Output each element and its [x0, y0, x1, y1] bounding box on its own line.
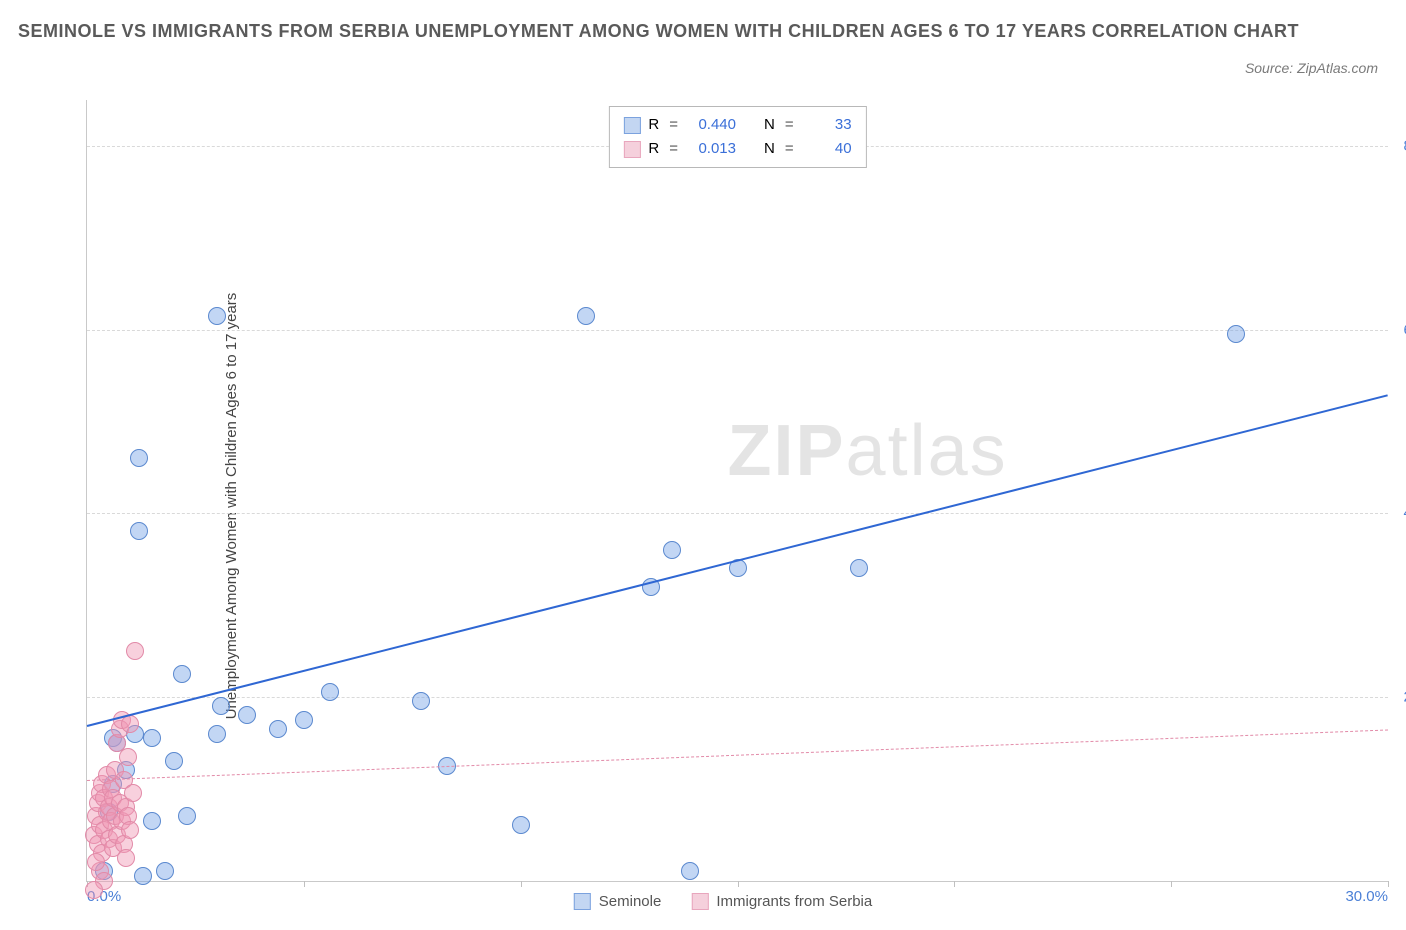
- legend-n-label: N: [764, 113, 775, 137]
- scatter-point: [212, 697, 230, 715]
- scatter-point: [238, 706, 256, 724]
- scatter-point: [1227, 325, 1245, 343]
- swatch-seminole: [623, 117, 640, 134]
- gridline-horizontal: [87, 330, 1388, 331]
- watermark-light: atlas: [846, 411, 1008, 491]
- scatter-point: [156, 862, 174, 880]
- scatter-point: [850, 559, 868, 577]
- scatter-point: [178, 807, 196, 825]
- scatter-point: [134, 867, 152, 885]
- chart-title: SEMINOLE VS IMMIGRANTS FROM SERBIA UNEMP…: [18, 18, 1388, 45]
- scatter-point: [126, 642, 144, 660]
- legend-r-label: R: [648, 113, 659, 137]
- scatter-point: [121, 715, 139, 733]
- eq-sign: =: [785, 137, 794, 161]
- scatter-point: [208, 725, 226, 743]
- legend-r-value-seminole: 0.440: [688, 113, 736, 137]
- x-tick-label: 30.0%: [1345, 888, 1388, 905]
- chart-container: Unemployment Among Women with Children A…: [58, 100, 1388, 912]
- trend-line: [87, 394, 1388, 727]
- scatter-point: [681, 862, 699, 880]
- legend-label-serbia: Immigrants from Serbia: [716, 893, 872, 910]
- legend-n-label: N: [764, 137, 775, 161]
- legend-row-seminole: R = 0.440 N = 33: [623, 113, 851, 137]
- gridline-horizontal: [87, 697, 1388, 698]
- scatter-point: [208, 307, 226, 325]
- legend-label-seminole: Seminole: [599, 893, 662, 910]
- x-tick: [1171, 881, 1172, 887]
- gridline-horizontal: [87, 513, 1388, 514]
- swatch-serbia: [691, 893, 708, 910]
- eq-sign: =: [669, 137, 678, 161]
- legend-item-serbia: Immigrants from Serbia: [691, 893, 872, 910]
- legend-r-label: R: [648, 137, 659, 161]
- series-legend: Seminole Immigrants from Serbia: [574, 893, 872, 910]
- x-tick: [738, 881, 739, 887]
- scatter-point: [512, 816, 530, 834]
- eq-sign: =: [785, 113, 794, 137]
- scatter-point: [143, 729, 161, 747]
- scatter-point: [295, 711, 313, 729]
- x-tick: [1388, 881, 1389, 887]
- scatter-point: [124, 784, 142, 802]
- legend-n-value-serbia: 40: [804, 137, 852, 161]
- legend-row-serbia: R = 0.013 N = 40: [623, 137, 851, 161]
- x-tick: [304, 881, 305, 887]
- scatter-point: [412, 692, 430, 710]
- scatter-point: [117, 849, 135, 867]
- x-tick: [954, 881, 955, 887]
- plot-area: ZIPatlas R = 0.440 N = 33 R = 0.013 N =: [86, 100, 1388, 882]
- scatter-point: [165, 752, 183, 770]
- watermark: ZIPatlas: [728, 410, 1008, 492]
- legend-n-value-seminole: 33: [804, 113, 852, 137]
- scatter-point: [119, 748, 137, 766]
- swatch-serbia: [623, 141, 640, 158]
- scatter-point: [173, 665, 191, 683]
- scatter-point: [85, 881, 103, 899]
- scatter-point: [130, 522, 148, 540]
- swatch-seminole: [574, 893, 591, 910]
- scatter-point: [577, 307, 595, 325]
- scatter-point: [87, 853, 105, 871]
- scatter-point: [269, 720, 287, 738]
- scatter-point: [663, 541, 681, 559]
- legend-r-value-serbia: 0.013: [688, 137, 736, 161]
- correlation-legend: R = 0.440 N = 33 R = 0.013 N = 40: [608, 106, 866, 168]
- legend-item-seminole: Seminole: [574, 893, 662, 910]
- scatter-point: [321, 683, 339, 701]
- trend-line: [87, 729, 1388, 781]
- source-text: Source: ZipAtlas.com: [1245, 60, 1378, 76]
- eq-sign: =: [669, 113, 678, 137]
- watermark-bold: ZIP: [728, 411, 846, 491]
- scatter-point: [121, 821, 139, 839]
- scatter-point: [143, 812, 161, 830]
- scatter-point: [130, 449, 148, 467]
- x-tick: [521, 881, 522, 887]
